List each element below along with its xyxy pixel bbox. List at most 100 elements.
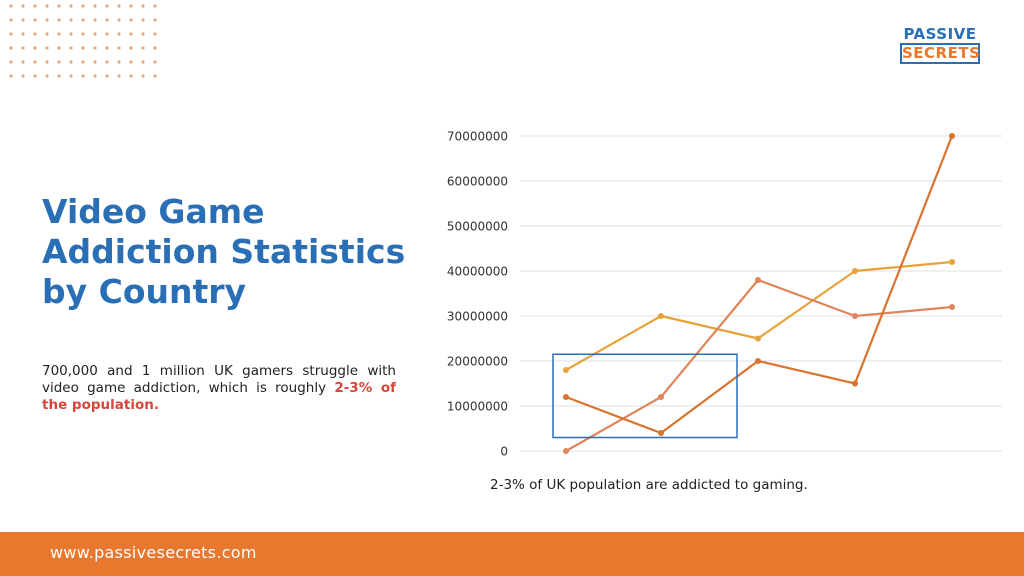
decorative-dot bbox=[45, 60, 49, 64]
data-point bbox=[658, 430, 664, 436]
decorative-dot bbox=[9, 60, 13, 64]
decorative-dot bbox=[33, 4, 37, 8]
data-point bbox=[949, 304, 955, 310]
decorative-dot bbox=[81, 32, 85, 36]
y-tick-label: 20000000 bbox=[447, 355, 508, 369]
decorative-dot bbox=[141, 18, 145, 22]
y-tick-label: 60000000 bbox=[447, 175, 508, 189]
decorative-dot bbox=[21, 4, 25, 8]
data-point bbox=[755, 277, 761, 283]
decorative-dot bbox=[105, 18, 109, 22]
decorative-dot bbox=[93, 74, 97, 78]
decorative-dot bbox=[93, 18, 97, 22]
decorative-dot bbox=[81, 18, 85, 22]
chart-gridlines bbox=[520, 135, 1002, 452]
decorative-dot bbox=[129, 18, 133, 22]
decorative-dot bbox=[129, 4, 133, 8]
decorative-dot bbox=[105, 60, 109, 64]
decorative-dot bbox=[21, 74, 25, 78]
decorative-dot bbox=[45, 4, 49, 8]
decorative-dot bbox=[129, 74, 133, 78]
data-point bbox=[563, 367, 569, 373]
decorative-dot bbox=[129, 46, 133, 50]
decorative-dot bbox=[105, 32, 109, 36]
decorative-dot bbox=[141, 46, 145, 50]
decorative-dot bbox=[69, 4, 73, 8]
data-point bbox=[852, 268, 858, 274]
data-point bbox=[563, 448, 569, 454]
y-tick-label: 50000000 bbox=[447, 220, 508, 234]
decorative-dot bbox=[153, 32, 157, 36]
decorative-dot bbox=[81, 46, 85, 50]
chart-series bbox=[563, 133, 955, 454]
passive-secrets-logo: PASSIVE SECRETS bbox=[900, 26, 980, 64]
data-point bbox=[949, 259, 955, 265]
description-paragraph: 700,000 and 1 million UK gamers struggle… bbox=[42, 363, 396, 414]
y-tick-label: 30000000 bbox=[447, 310, 508, 324]
footer-bar: www.passivesecrets.com bbox=[0, 532, 1024, 576]
data-point bbox=[755, 358, 761, 364]
highlight-box bbox=[552, 353, 738, 439]
decorative-dot bbox=[69, 60, 73, 64]
decorative-dot bbox=[117, 60, 121, 64]
decorative-dot bbox=[117, 18, 121, 22]
data-point bbox=[658, 313, 664, 319]
decorative-dot bbox=[21, 18, 25, 22]
decorative-dot bbox=[105, 74, 109, 78]
decorative-dot bbox=[117, 74, 121, 78]
decorative-dot bbox=[45, 46, 49, 50]
decorative-dot-grid bbox=[9, 4, 157, 78]
website-link[interactable]: www.passivesecrets.com bbox=[50, 543, 257, 562]
decorative-dot bbox=[21, 46, 25, 50]
decorative-dot bbox=[57, 60, 61, 64]
decorative-dot bbox=[33, 18, 37, 22]
description-highlight: 2-3% of the population. bbox=[42, 380, 397, 413]
series-line-2 bbox=[565, 278, 953, 452]
decorative-dot bbox=[69, 18, 73, 22]
decorative-dot bbox=[69, 74, 73, 78]
decorative-dot bbox=[117, 46, 121, 50]
decorative-dot bbox=[153, 18, 157, 22]
data-point bbox=[949, 133, 955, 139]
decorative-dot bbox=[93, 46, 97, 50]
page-title: Video Game Addiction Statistics by Count… bbox=[42, 192, 406, 311]
data-point bbox=[755, 335, 761, 342]
decorative-dot bbox=[81, 60, 85, 64]
decorative-dot bbox=[141, 60, 145, 64]
chart-caption: 2-3% of UK population are addicted to ga… bbox=[490, 477, 808, 493]
decorative-dot bbox=[21, 32, 25, 36]
decorative-dot bbox=[45, 18, 49, 22]
decorative-dot bbox=[57, 18, 61, 22]
decorative-dot bbox=[57, 4, 61, 8]
decorative-dot bbox=[117, 4, 121, 8]
decorative-dot bbox=[93, 32, 97, 36]
decorative-dot bbox=[45, 74, 49, 78]
decorative-dot bbox=[33, 32, 37, 36]
description-text: 700,000 and 1 million UK gamers struggle… bbox=[42, 363, 396, 396]
decorative-dot bbox=[81, 4, 85, 8]
decorative-dot bbox=[69, 46, 73, 50]
decorative-dot bbox=[93, 4, 97, 8]
decorative-dot bbox=[153, 74, 157, 78]
logo-top-text: PASSIVE bbox=[903, 25, 977, 43]
decorative-dot bbox=[33, 74, 37, 78]
decorative-dot bbox=[81, 74, 85, 78]
decorative-dot bbox=[141, 74, 145, 78]
logo-bottom-text: SECRETS bbox=[900, 43, 981, 64]
decorative-dot bbox=[129, 60, 133, 64]
decorative-dot bbox=[141, 32, 145, 36]
decorative-dot bbox=[45, 32, 49, 36]
decorative-dot bbox=[9, 74, 13, 78]
decorative-dot bbox=[93, 60, 97, 64]
decorative-dot bbox=[57, 46, 61, 50]
decorative-dot bbox=[117, 32, 121, 36]
decorative-dot bbox=[105, 4, 109, 8]
decorative-dot bbox=[141, 4, 145, 8]
decorative-dot bbox=[153, 60, 157, 64]
decorative-dot bbox=[129, 32, 133, 36]
data-point bbox=[563, 394, 569, 400]
highlight-rectangle bbox=[552, 353, 738, 439]
decorative-dot bbox=[105, 46, 109, 50]
decorative-dot bbox=[153, 46, 157, 50]
